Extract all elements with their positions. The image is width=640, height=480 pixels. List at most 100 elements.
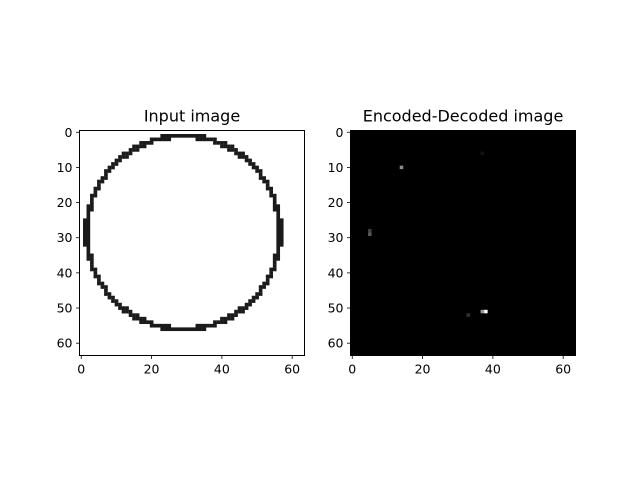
pixel-cell [128, 151, 133, 156]
pixel-cell [149, 141, 154, 145]
pixel-cell [128, 148, 133, 152]
pixel-cell [258, 172, 263, 177]
pixel-cell [163, 323, 168, 328]
pixel-cell [276, 235, 281, 240]
pixel-cell [104, 292, 108, 296]
pixel-cell [114, 299, 119, 303]
x-axis-ticks: 0 20 40 60 [77, 355, 300, 377]
pixel-cell [241, 151, 245, 156]
pixel-cell [83, 228, 87, 233]
pixel-cell [135, 316, 140, 321]
pixel-cell [83, 232, 87, 237]
pixel-cell [90, 257, 94, 261]
pixel-cell [248, 302, 252, 307]
pixel-cell [86, 225, 91, 230]
pixel-cell [83, 239, 87, 244]
pixel-cell [132, 316, 136, 321]
pixel-cell [206, 323, 210, 328]
pixel-cell [237, 309, 242, 314]
pixel-cell [269, 271, 274, 275]
pixel-cell [90, 267, 94, 272]
pixel-cell [149, 320, 154, 325]
pixel-cell [195, 137, 200, 142]
pixel-cell [213, 323, 217, 328]
image-background [350, 130, 576, 356]
pixel-cell [220, 316, 224, 321]
pixel-cell [153, 137, 157, 142]
pixel-cell [86, 214, 91, 219]
pixel-cell [156, 137, 161, 142]
x-tick-label: 20 [415, 362, 431, 377]
pixel-cell [121, 309, 126, 314]
pixel-cell [251, 295, 256, 300]
pixel-cell [142, 141, 147, 145]
pixel-cell [480, 309, 485, 314]
pixel-cell [399, 165, 404, 170]
pixel-cell [118, 302, 122, 307]
pixel-cell [230, 144, 235, 149]
pixel-cell [160, 323, 165, 328]
pixel-cell [86, 221, 91, 226]
pixel-cell [125, 306, 129, 310]
pixel-cell [368, 232, 372, 236]
pixel-cell [237, 155, 242, 159]
pixel-cell [251, 165, 256, 170]
image-background [79, 130, 305, 356]
pixel-cell [100, 176, 105, 180]
pixel-cell [93, 190, 98, 194]
pixel-cell [86, 211, 91, 216]
pixel-cell [241, 155, 245, 159]
panel-title: Encoded-Decoded image [363, 107, 564, 126]
x-tick-label: 60 [284, 362, 300, 377]
pixel-cell [100, 285, 105, 289]
pixel-cell [86, 204, 91, 208]
pixel-cell [279, 243, 284, 247]
axes-frame [79, 130, 305, 356]
x-tick-label: 60 [555, 362, 571, 377]
pixel-cell [251, 299, 256, 303]
pixel-cell [107, 295, 112, 300]
pixel-cell [93, 193, 98, 198]
pixel-cell [484, 309, 488, 314]
pixel-cell [265, 274, 270, 279]
pixel-cell [104, 172, 108, 177]
pixel-cell [188, 327, 193, 332]
pixel-cell [139, 144, 143, 149]
pixel-cell [118, 158, 122, 163]
pixel-cell [272, 257, 277, 261]
pixel-cell [220, 144, 224, 149]
pixel-cell [125, 155, 129, 159]
pixel-cell [142, 320, 147, 325]
pixel-cell [262, 179, 266, 184]
pixel-cell [177, 134, 182, 138]
pixel-cell [86, 232, 91, 237]
pixel-cell [244, 155, 249, 159]
pixel-cell [121, 155, 126, 159]
pixel-cell [192, 134, 196, 138]
pixel-cell [128, 309, 133, 314]
panel-title: Input image [144, 107, 240, 126]
pixel-cell [272, 260, 277, 265]
pixel-cell [220, 320, 224, 325]
pixel-cell [227, 144, 231, 149]
y-tick-label: 40 [57, 265, 73, 280]
pixel-cell [93, 186, 98, 191]
y-tick-label: 60 [328, 336, 344, 351]
pixel-cell [265, 186, 270, 191]
pixel-cell [272, 204, 277, 208]
pixel-cell [276, 243, 281, 247]
pixel-cell [118, 306, 122, 310]
pixel-cell [244, 158, 249, 163]
pixel-cell [209, 137, 214, 142]
axes-frame [350, 130, 576, 356]
y-tick-label: 20 [57, 195, 73, 210]
pixel-cell [177, 327, 182, 332]
pixel-cell [276, 246, 281, 251]
pixel-cell [149, 137, 154, 142]
pixel-cell [202, 323, 207, 328]
pixel-cell [125, 309, 129, 314]
pixel-cell [86, 218, 91, 223]
pixel-cell [202, 327, 207, 332]
pixel-cell [135, 144, 140, 149]
pixel-cell [142, 144, 147, 149]
